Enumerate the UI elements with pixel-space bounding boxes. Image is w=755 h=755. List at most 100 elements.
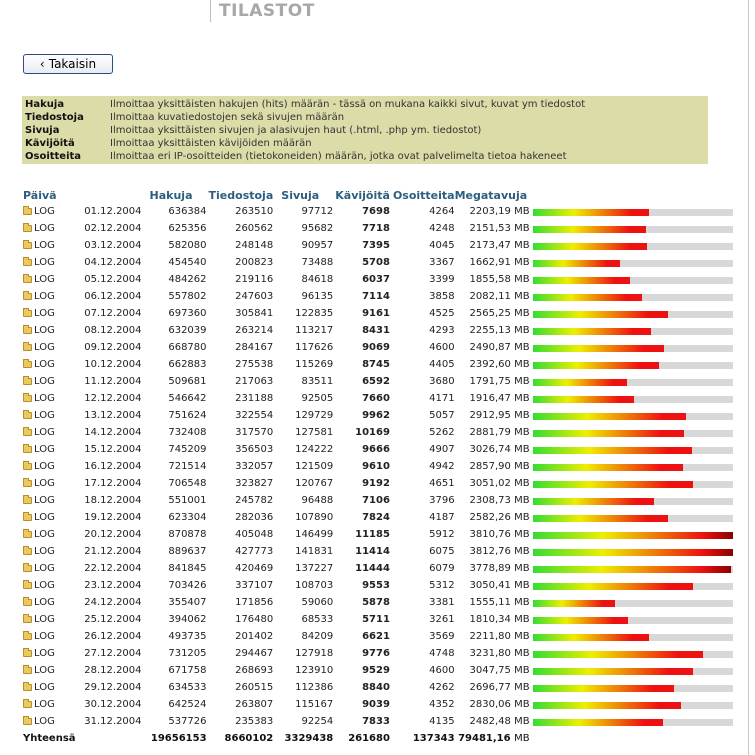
back-button-label: Takaisin: [48, 57, 97, 71]
folder-icon: [23, 529, 32, 538]
legend-term: Osoitteita: [25, 151, 82, 162]
row-files: 247603: [235, 291, 274, 302]
log-link[interactable]: LOG: [23, 628, 76, 645]
row-date: 02.12.2004: [84, 223, 142, 234]
row-pages: 97712: [301, 206, 334, 217]
legend-row: Sivuja Ilmoittaa yksittäisten sivujen ja…: [25, 124, 708, 137]
row-pages: 83511: [301, 376, 334, 387]
row-ips: 6079: [429, 563, 455, 574]
row-mb-unit: MB: [514, 427, 530, 438]
row-megabytes: 1810,34 MB: [455, 611, 530, 628]
row-date: 10.12.2004: [84, 359, 142, 370]
log-link[interactable]: LOG: [23, 577, 76, 594]
log-link[interactable]: LOG: [23, 441, 76, 458]
row-hits: 706548: [168, 478, 207, 489]
log-link[interactable]: LOG: [23, 611, 76, 628]
log-link[interactable]: LOG: [23, 645, 76, 662]
legend-desc: Ilmoittaa yksittäisten sivujen ja alasiv…: [110, 125, 482, 136]
log-link[interactable]: LOG: [23, 356, 76, 373]
row-mb-unit: MB: [514, 478, 530, 489]
row-bar-cell: [530, 237, 743, 254]
log-link[interactable]: LOG: [23, 220, 76, 237]
log-label: LOG: [34, 274, 55, 285]
log-link[interactable]: LOG: [23, 373, 76, 390]
row-mb-value: 3051,02: [469, 478, 511, 489]
log-link[interactable]: LOG: [23, 237, 76, 254]
log-link[interactable]: LOG: [23, 288, 76, 305]
log-label: LOG: [34, 444, 55, 455]
row-date: 27.12.2004: [84, 648, 142, 659]
row-files: 282036: [235, 512, 274, 523]
log-link[interactable]: LOG: [23, 696, 76, 713]
row-files: 245782: [235, 495, 274, 506]
folder-icon: [23, 563, 32, 572]
row-mb-unit: MB: [514, 529, 530, 540]
log-link[interactable]: LOG: [23, 509, 76, 526]
back-button[interactable]: ‹ Takaisin: [23, 54, 113, 74]
row-mb-value: 2211,80: [469, 631, 511, 642]
row-hits: 493735: [168, 631, 207, 642]
usage-bar-track: [532, 208, 733, 216]
row-ips: 5912: [429, 529, 455, 540]
row-ips: 4045: [429, 240, 455, 251]
table-row: LOG 01.12.2004 636384 263510 97712 7698 4264 22…: [23, 203, 743, 220]
folder-icon: [23, 495, 32, 504]
log-link[interactable]: LOG: [23, 475, 76, 492]
row-megabytes: 2857,90 MB: [455, 458, 530, 475]
row-megabytes: 2203,19 MB: [455, 203, 530, 220]
usage-bar-fill: [532, 650, 703, 658]
usage-bar-track: [532, 480, 733, 488]
log-link[interactable]: LOG: [23, 390, 76, 407]
row-ips: 4907: [429, 444, 455, 455]
row-visits: 9553: [362, 580, 390, 591]
log-link[interactable]: LOG: [23, 492, 76, 509]
row-date: 23.12.2004: [84, 580, 142, 591]
log-link[interactable]: LOG: [23, 458, 76, 475]
row-megabytes: 1662,91 MB: [455, 254, 530, 271]
row-pages: 137227: [295, 563, 334, 574]
log-label: LOG: [34, 597, 55, 608]
folder-icon: [23, 342, 32, 351]
row-ips: 3261: [429, 614, 455, 625]
row-ips: 4171: [429, 393, 455, 404]
table-row: LOG 25.12.2004 394062 176480 68533 5711 3261 18…: [23, 611, 743, 628]
log-link[interactable]: LOG: [23, 526, 76, 543]
log-link[interactable]: LOG: [23, 713, 76, 730]
log-link[interactable]: LOG: [23, 322, 76, 339]
log-link[interactable]: LOG: [23, 271, 76, 288]
row-hits: 625356: [168, 223, 207, 234]
row-hits: 537726: [168, 716, 207, 727]
log-link[interactable]: LOG: [23, 254, 76, 271]
log-link[interactable]: LOG: [23, 424, 76, 441]
log-link[interactable]: LOG: [23, 203, 76, 220]
row-mb-value: 1791,75: [469, 376, 511, 387]
row-ips: 4264: [429, 206, 455, 217]
log-link[interactable]: LOG: [23, 662, 76, 679]
row-hits: 546642: [168, 393, 207, 404]
log-link[interactable]: LOG: [23, 560, 76, 577]
log-link[interactable]: LOG: [23, 339, 76, 356]
log-link[interactable]: LOG: [23, 594, 76, 611]
log-link[interactable]: LOG: [23, 679, 76, 696]
row-files: 176480: [235, 614, 274, 625]
log-link[interactable]: LOG: [23, 407, 76, 424]
log-label: LOG: [34, 291, 55, 302]
row-hits: 509681: [168, 376, 207, 387]
row-hits: 721514: [168, 461, 207, 472]
total-megabytes: 79481,16 MB: [455, 730, 530, 747]
log-link[interactable]: LOG: [23, 305, 76, 322]
row-hits: 484262: [168, 274, 207, 285]
table-row: LOG 16.12.2004 721514 332057 121509 9610 4942 2…: [23, 458, 743, 475]
row-hits: 889637: [168, 546, 207, 557]
usage-bar-fill: [532, 208, 649, 216]
legend-term: Sivuja: [25, 125, 60, 136]
row-mb-unit: MB: [514, 223, 530, 234]
row-files: 294467: [235, 648, 274, 659]
log-link[interactable]: LOG: [23, 543, 76, 560]
log-label: LOG: [34, 461, 55, 472]
usage-bar-fill: [532, 242, 647, 250]
row-date: 08.12.2004: [84, 325, 142, 336]
legend-desc: Ilmoittaa eri IP-osoitteiden (tietokonei…: [110, 151, 567, 162]
legend-row: Hakuja Ilmoittaa yksittäisten hakujen (h…: [25, 98, 708, 111]
table-row: LOG 02.12.2004 625356 260562 95682 7718 4248 21…: [23, 220, 743, 237]
